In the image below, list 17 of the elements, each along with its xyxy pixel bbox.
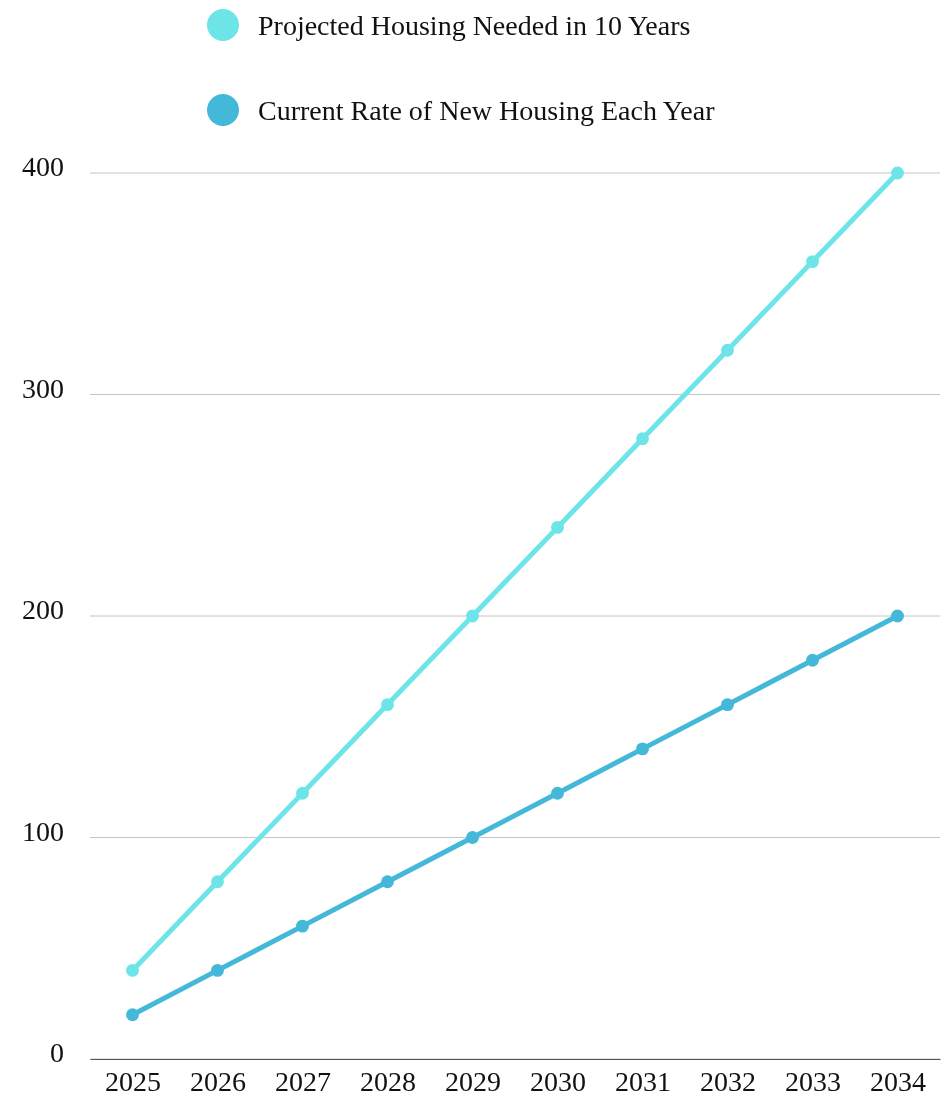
y-tick-label: 400	[22, 151, 64, 183]
x-tick-label: 2033	[785, 1065, 841, 1097]
legend-label: Projected Housing Needed in 10 Years	[258, 9, 691, 41]
x-tick-label: 2026	[190, 1065, 246, 1097]
x-tick-label: 2031	[615, 1065, 671, 1097]
y-tick-label: 200	[22, 594, 64, 626]
x-tick-label: 2029	[445, 1065, 501, 1097]
legend-label: Current Rate of New Housing Each Year	[258, 94, 716, 126]
y-tick-label: 300	[22, 372, 64, 404]
x-tick-label: 2030	[530, 1065, 586, 1097]
x-tick-label: 2025	[105, 1065, 161, 1097]
y-tick-label: 0	[50, 1037, 64, 1069]
x-tick-label: 2028	[360, 1065, 416, 1097]
x-tick-label: 2032	[700, 1065, 756, 1097]
x-tick-label: 2034	[870, 1065, 926, 1097]
y-tick-label: 100	[22, 815, 64, 847]
x-tick-label: 2027	[275, 1065, 331, 1097]
